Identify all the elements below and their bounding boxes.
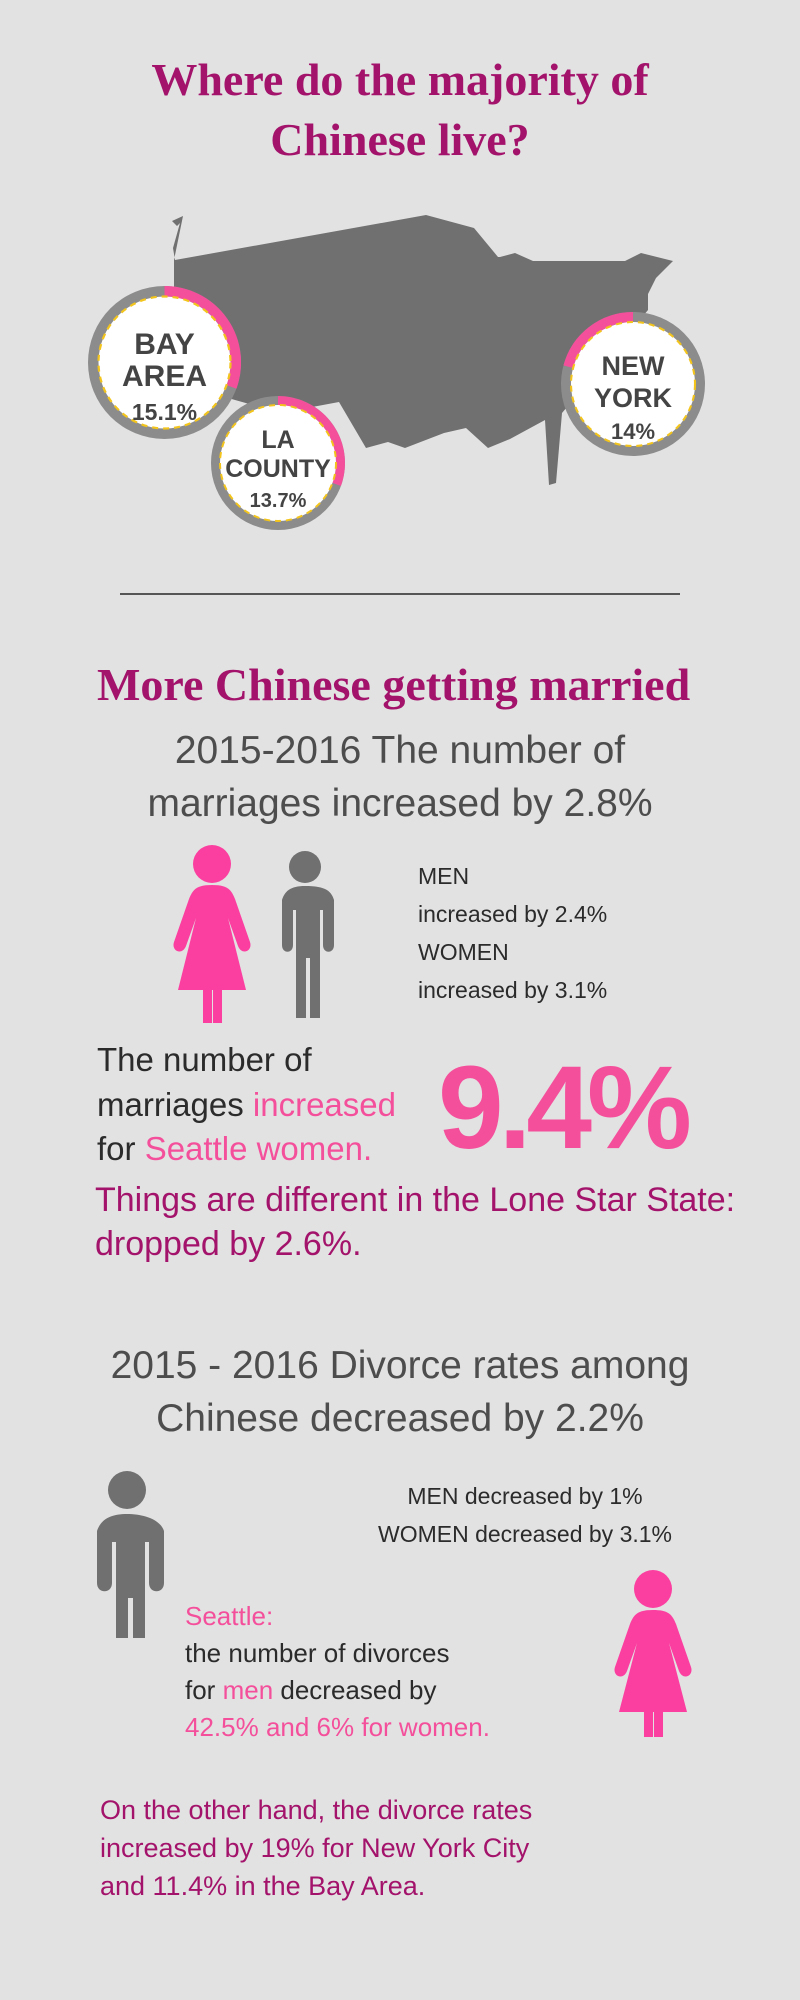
svg-text:COUNTY: COUNTY [225, 455, 331, 483]
svg-text:14%: 14% [611, 419, 655, 444]
svg-text:YORK: YORK [594, 383, 673, 413]
svg-text:LA: LA [261, 426, 294, 454]
svg-text:NEW: NEW [602, 351, 666, 381]
svg-text:13.7%: 13.7% [250, 490, 307, 512]
svg-text:BAY: BAY [134, 328, 195, 361]
svg-text:15.1%: 15.1% [132, 399, 197, 425]
svg-text:AREA: AREA [122, 360, 207, 393]
